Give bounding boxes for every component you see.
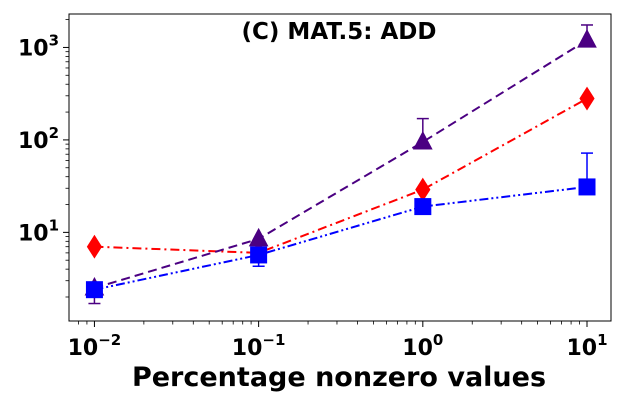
y-tick-label: 102 <box>18 124 59 154</box>
plot-area <box>84 24 597 305</box>
series-line <box>94 185 588 291</box>
data-point-square <box>250 246 268 264</box>
x-tick-label: 100 <box>402 331 443 361</box>
x-tick-label: 101 <box>566 331 607 361</box>
x-tick-label: 10−2 <box>68 331 122 361</box>
data-point-square <box>85 281 103 299</box>
x-tick-label: 10−1 <box>232 331 286 361</box>
data-point-diamond <box>86 234 103 259</box>
data-point-diamond <box>579 86 595 111</box>
y-tick-label: 101 <box>18 216 59 246</box>
y-tick-label: 103 <box>18 31 59 61</box>
chart-title: (C) MAT.5: ADD <box>242 19 437 45</box>
data-point-triangle <box>248 227 269 247</box>
x-axis-title: Percentage nonzero values <box>132 362 546 393</box>
axis-ticks: 10−2 10−1 100 101 101 102 103 <box>18 19 608 361</box>
data-point-square <box>578 178 596 196</box>
series-line <box>94 39 588 289</box>
data-point-triangle <box>577 29 597 48</box>
series-line <box>94 97 588 254</box>
data-point-square <box>414 198 432 216</box>
data-point-triangle <box>412 130 433 150</box>
